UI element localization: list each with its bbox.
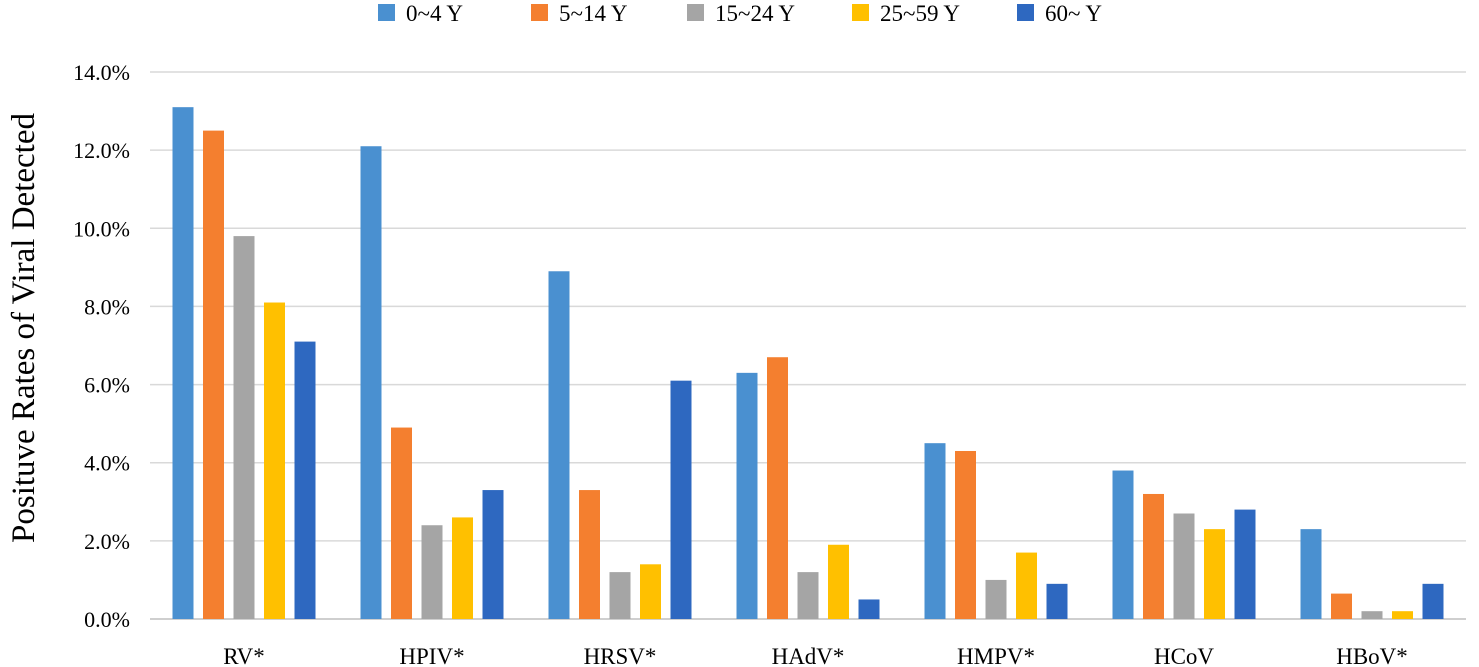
y-tick-label: 12.0%: [73, 138, 130, 163]
bar: [294, 341, 316, 619]
y-tick-label: 8.0%: [84, 294, 130, 319]
legend-item: 0~4 Y: [378, 1, 463, 26]
bar: [640, 564, 661, 619]
bar-group: [172, 107, 316, 620]
bar-group: [1300, 529, 1444, 619]
bar: [1046, 583, 1068, 619]
bar-group: [360, 146, 504, 619]
legend-swatch: [378, 4, 395, 21]
x-axis-categories: RV* HPIV* HRSV* HAdV* HMPV* HCoV HBoV*: [223, 644, 1408, 667]
bar: [172, 107, 194, 620]
bar: [1173, 513, 1195, 619]
y-axis-title: Posituve Rates of Viral Detected: [6, 113, 42, 543]
bar: [579, 490, 600, 619]
bars: [172, 107, 1444, 620]
bar-group: [548, 271, 692, 619]
bar: [670, 380, 692, 619]
legend-item: 15~24 Y: [687, 1, 795, 26]
bar: [985, 579, 1007, 619]
bar: [767, 357, 788, 619]
x-category-label: HBoV*: [1336, 644, 1408, 667]
x-category-label: HAdV*: [772, 644, 845, 667]
bar-group: [736, 357, 880, 619]
bar: [797, 572, 819, 619]
x-category-label: HCoV: [1154, 644, 1214, 667]
bar: [1204, 529, 1225, 619]
bar: [955, 450, 976, 619]
legend-swatch: [687, 4, 704, 21]
bar: [1112, 470, 1134, 619]
y-tick-label: 10.0%: [73, 216, 130, 241]
x-category-label: RV*: [223, 644, 265, 667]
legend-item: 60~ Y: [1017, 1, 1102, 26]
bar-group: [924, 443, 1068, 619]
bar: [482, 490, 504, 619]
bar: [360, 146, 382, 619]
y-tick-label: 6.0%: [84, 373, 130, 398]
y-axis-ticks: 0.0% 2.0% 4.0% 6.0% 8.0% 10.0% 12.0% 14.0%: [73, 60, 130, 632]
bar: [203, 130, 224, 619]
legend-label: 25~59 Y: [880, 1, 960, 26]
y-tick-label: 2.0%: [84, 529, 130, 554]
legend-label: 5~14 Y: [559, 1, 628, 26]
bar: [1361, 611, 1383, 619]
legend-item: 5~14 Y: [531, 1, 628, 26]
legend-swatch: [1017, 4, 1034, 21]
bar: [609, 572, 631, 619]
bar: [264, 302, 285, 619]
bar: [924, 443, 946, 619]
legend-item: 25~59 Y: [852, 1, 960, 26]
bar: [858, 599, 880, 619]
bar-group: [1112, 470, 1256, 619]
bar: [1422, 583, 1444, 619]
bar: [1016, 552, 1037, 619]
gridlines: [150, 71, 1466, 620]
bar: [233, 236, 255, 619]
bar: [548, 271, 570, 619]
legend-swatch: [531, 4, 548, 21]
y-tick-label: 4.0%: [84, 451, 130, 476]
legend-label: 15~24 Y: [715, 1, 795, 26]
bar: [736, 372, 758, 619]
bar: [391, 427, 412, 619]
bar: [452, 517, 473, 619]
bar: [1143, 493, 1164, 619]
bar: [828, 544, 849, 619]
x-category-label: HMPV*: [957, 644, 1035, 667]
y-tick-label: 0.0%: [84, 607, 130, 632]
y-tick-label: 14.0%: [73, 60, 130, 85]
bar: [421, 525, 443, 619]
bar: [1331, 593, 1352, 619]
x-category-label: HPIV*: [399, 644, 464, 667]
bar: [1234, 509, 1256, 619]
x-category-label: HRSV*: [584, 644, 657, 667]
bar: [1300, 529, 1322, 619]
legend-label: 0~4 Y: [406, 1, 463, 26]
legend: 0~4 Y 5~14 Y 15~24 Y 25~59 Y 60~ Y: [378, 1, 1102, 26]
bar: [1392, 611, 1413, 619]
legend-swatch: [852, 4, 869, 21]
legend-label: 60~ Y: [1045, 1, 1102, 26]
